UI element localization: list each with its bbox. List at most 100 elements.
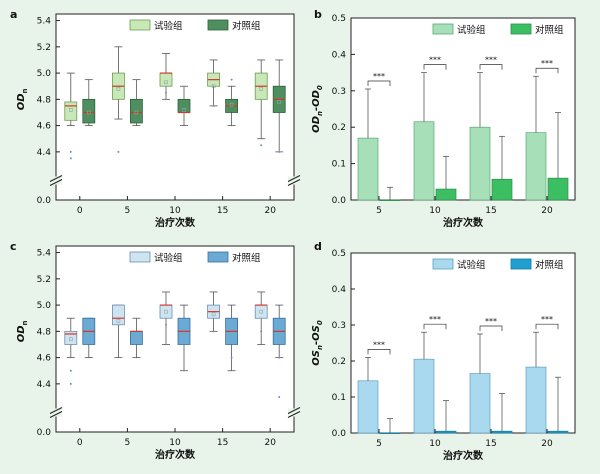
ytick-label-a-3: 5.0 bbox=[37, 69, 52, 79]
bar-b-0-3 bbox=[525, 132, 547, 201]
y-axis-label-d: OSn-OS0 bbox=[311, 320, 324, 366]
legend-swatch-c-0 bbox=[129, 251, 151, 263]
axis-break-mark2-a-1 bbox=[287, 179, 301, 186]
axis-break-bg-c-1 bbox=[288, 408, 300, 417]
xtick-label-b-0: 5 bbox=[376, 206, 382, 216]
mean-marker bbox=[182, 108, 186, 112]
ytick-label-a-1: 4.6 bbox=[37, 122, 52, 132]
ytick-label-b-4: 0.4 bbox=[332, 50, 347, 60]
outlier-point-0 bbox=[278, 396, 281, 398]
box-c-0-3 bbox=[207, 291, 221, 333]
outlier-point-0 bbox=[165, 91, 167, 94]
ytick-label-a-0: 4.4 bbox=[37, 148, 52, 158]
mean-marker bbox=[229, 102, 234, 107]
legend-label-c-0: 试验组 bbox=[154, 252, 183, 264]
box-a-1-1 bbox=[129, 79, 143, 127]
axis-break-mark2-c-0 bbox=[49, 411, 63, 418]
axis-break-bg-a-0 bbox=[50, 176, 62, 185]
ytick-label-d-5: 0.5 bbox=[332, 249, 346, 259]
significance-label-b-1: *** bbox=[429, 56, 441, 65]
box-a-0-1 bbox=[112, 46, 125, 153]
x-axis-label-b: 治疗次数 bbox=[443, 216, 484, 229]
box-a-1-2 bbox=[177, 85, 191, 127]
outlier-point-0 bbox=[260, 330, 263, 333]
box-a-1-3 bbox=[225, 78, 239, 127]
significance-label-b-2: *** bbox=[485, 56, 497, 65]
xtick-label-a-0: 0 bbox=[77, 206, 83, 216]
y-axis-label-a: ODn bbox=[16, 88, 29, 110]
box-body bbox=[159, 304, 173, 319]
box-a-0-0 bbox=[64, 72, 78, 160]
y-axis-label-b: ODn-OD0 bbox=[311, 85, 324, 133]
axis-break-bg-c-0 bbox=[50, 408, 62, 417]
box-c-0-0 bbox=[64, 317, 78, 385]
xtick-label-a-1: 5 bbox=[125, 206, 131, 216]
bar-d-0-3 bbox=[525, 366, 547, 434]
ytick-label-d-4: 0.4 bbox=[332, 285, 347, 295]
ytick-label-c-0: 4.4 bbox=[37, 380, 52, 390]
outlier-point-0 bbox=[260, 144, 263, 147]
outlier-point-1 bbox=[69, 382, 72, 385]
box-c-1-3 bbox=[225, 304, 239, 372]
axis-break-mark2-c-1 bbox=[287, 411, 301, 418]
ytick-label-c-3: 5.0 bbox=[37, 301, 52, 311]
ytick-label-d-0: 0.0 bbox=[332, 429, 347, 439]
box-body bbox=[129, 330, 143, 345]
legend-label-d-0: 试验组 bbox=[457, 259, 486, 271]
ytick-label-d-1: 0.1 bbox=[332, 393, 346, 403]
outlier-point-0 bbox=[212, 104, 215, 107]
xtick-label-d-3: 20 bbox=[541, 439, 553, 449]
bar-d-0-2 bbox=[469, 373, 491, 434]
box-body bbox=[112, 304, 125, 326]
legend-label-b-1: 对照组 bbox=[535, 24, 564, 36]
ytick-label-zero-a: 0.0 bbox=[37, 196, 52, 206]
significance-bracket-b-3 bbox=[535, 67, 559, 74]
axis-break-bg-a-1 bbox=[288, 176, 300, 185]
outlier-point-1 bbox=[278, 356, 281, 359]
legend-swatch-c-1 bbox=[207, 251, 229, 263]
mean-marker bbox=[164, 309, 168, 314]
outlier-point-0 bbox=[69, 150, 72, 153]
bar-b-1-2 bbox=[491, 178, 513, 201]
ytick-label-a-2: 4.8 bbox=[37, 95, 52, 105]
ytick-label-b-3: 0.3 bbox=[332, 87, 346, 97]
legend-swatch-b-0 bbox=[432, 23, 454, 35]
bar-d-1-3 bbox=[547, 430, 569, 434]
ytick-label-zero-c: 0.0 bbox=[37, 428, 52, 438]
legend-swatch-d-0 bbox=[432, 258, 454, 270]
outlier-point-0 bbox=[165, 323, 167, 326]
significance-bracket-b-0 bbox=[367, 80, 391, 86]
box-body bbox=[254, 304, 268, 319]
mean-marker bbox=[259, 87, 264, 91]
mean-marker bbox=[69, 337, 73, 342]
mean-marker bbox=[87, 110, 91, 115]
axis-break-mark-a-1 bbox=[287, 175, 301, 182]
bar-d-1-0 bbox=[379, 432, 401, 434]
y-axis-label-c: ODn bbox=[16, 320, 29, 342]
xtick-label-c-1: 5 bbox=[125, 438, 131, 448]
bar-d-0-1 bbox=[413, 358, 435, 434]
mean-marker bbox=[164, 80, 168, 85]
legend-swatch-a-0 bbox=[129, 19, 151, 31]
mean-marker bbox=[116, 87, 121, 91]
significance-bracket-d-2 bbox=[479, 325, 503, 331]
bar-b-1-1 bbox=[435, 188, 457, 201]
panel-letter-b: b bbox=[314, 8, 322, 21]
box-body bbox=[159, 72, 173, 87]
bar-b-1-0 bbox=[379, 199, 401, 201]
xtick-label-c-2: 10 bbox=[169, 438, 181, 448]
xtick-label-b-1: 10 bbox=[429, 206, 441, 216]
mean-marker bbox=[116, 319, 121, 323]
x-axis-label-d: 治疗次数 bbox=[443, 449, 484, 462]
mean-marker bbox=[134, 110, 139, 115]
xtick-label-b-3: 20 bbox=[541, 206, 553, 216]
box-c-1-0 bbox=[82, 317, 96, 359]
mean-marker bbox=[87, 332, 91, 336]
legend-label-a-1: 对照组 bbox=[232, 20, 261, 32]
legend-swatch-d-1 bbox=[510, 258, 532, 270]
chart-panel-c: c 4.4 4.6 4.8 5.0 5.2 5.4 0.0 0 5 10 15 20 治疗次数 ODn 试验组… bbox=[10, 240, 301, 461]
ytick-label-b-1: 0.1 bbox=[332, 160, 346, 170]
bar-d-0-0 bbox=[357, 380, 379, 434]
box-c-1-4 bbox=[272, 304, 286, 398]
